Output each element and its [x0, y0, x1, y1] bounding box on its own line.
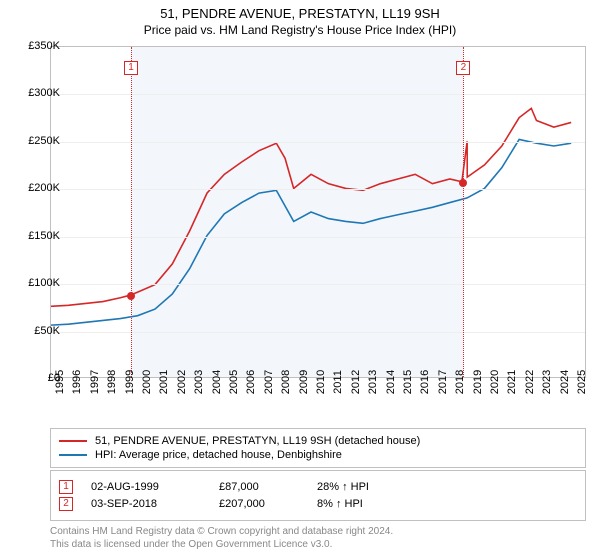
x-tick-label: 2025: [576, 370, 588, 394]
chart-area: 12: [50, 46, 586, 378]
y-tick-label: £100K: [16, 277, 60, 289]
x-tick-label: 1995: [54, 370, 66, 394]
x-tick-label: 1999: [124, 370, 136, 394]
footer-attribution: Contains HM Land Registry data © Crown c…: [50, 526, 586, 551]
footer-line-1: Contains HM Land Registry data © Crown c…: [50, 526, 586, 539]
legend-swatch: [59, 454, 87, 456]
x-tick-label: 2004: [211, 370, 223, 394]
x-tick-label: 2010: [315, 370, 327, 394]
x-tick-label: 2013: [367, 370, 379, 394]
transaction-index: 1: [59, 480, 73, 494]
y-tick-label: £200K: [16, 182, 60, 194]
page-title: 51, PENDRE AVENUE, PRESTATYN, LL19 9SH: [0, 6, 600, 21]
transaction-vs-hpi: 8% ↑ HPI: [317, 498, 417, 510]
x-tick-label: 2023: [541, 370, 553, 394]
x-tick-label: 2005: [228, 370, 240, 394]
legend-swatch: [59, 440, 87, 442]
x-tick-label: 2012: [350, 370, 362, 394]
transaction-price: £207,000: [219, 498, 299, 510]
legend-row: 51, PENDRE AVENUE, PRESTATYN, LL19 9SH (…: [59, 435, 577, 447]
transaction-row: 2 03-SEP-2018 £207,000 8% ↑ HPI: [59, 497, 577, 511]
x-tick-label: 2003: [193, 370, 205, 394]
y-tick-label: £250K: [16, 135, 60, 147]
x-tick-label: 1997: [89, 370, 101, 394]
y-tick-label: £300K: [16, 87, 60, 99]
x-tick-label: 2000: [141, 370, 153, 394]
legend-label: HPI: Average price, detached house, Denb…: [95, 449, 342, 461]
y-tick-label: £350K: [16, 40, 60, 52]
transaction-date: 03-SEP-2018: [91, 498, 201, 510]
y-tick-label: £150K: [16, 230, 60, 242]
transaction-price: £87,000: [219, 481, 299, 493]
footer-line-2: This data is licensed under the Open Gov…: [50, 539, 586, 552]
transaction-vs-hpi: 28% ↑ HPI: [317, 481, 417, 493]
x-tick-label: 2001: [158, 370, 170, 394]
series-line: [51, 108, 571, 306]
transaction-marker: [127, 292, 135, 300]
event-marker-label: 2: [456, 61, 470, 75]
transactions-box: 1 02-AUG-1999 £87,000 28% ↑ HPI 2 03-SEP-2018…: [50, 470, 586, 521]
x-tick-label: 2015: [402, 370, 414, 394]
y-tick-label: £50K: [16, 325, 60, 337]
x-tick-label: 2002: [176, 370, 188, 394]
x-tick-label: 2019: [472, 370, 484, 394]
page-subtitle: Price paid vs. HM Land Registry's House …: [0, 23, 600, 37]
legend-row: HPI: Average price, detached house, Denb…: [59, 449, 577, 461]
event-marker-label: 1: [124, 61, 138, 75]
transaction-date: 02-AUG-1999: [91, 481, 201, 493]
transaction-index: 2: [59, 497, 73, 511]
x-tick-label: 2011: [332, 370, 344, 394]
x-tick-label: 2007: [263, 370, 275, 394]
x-tick-label: 2020: [489, 370, 501, 394]
x-tick-label: 2021: [506, 370, 518, 394]
event-line: [131, 47, 132, 377]
x-tick-label: 2024: [559, 370, 571, 394]
x-tick-label: 2014: [385, 370, 397, 394]
x-tick-label: 2009: [298, 370, 310, 394]
x-tick-label: 2016: [419, 370, 431, 394]
transaction-row: 1 02-AUG-1999 £87,000 28% ↑ HPI: [59, 480, 577, 494]
x-tick-label: 1998: [106, 370, 118, 394]
legend-label: 51, PENDRE AVENUE, PRESTATYN, LL19 9SH (…: [95, 435, 420, 447]
legend-box: 51, PENDRE AVENUE, PRESTATYN, LL19 9SH (…: [50, 428, 586, 468]
x-tick-label: 2018: [454, 370, 466, 394]
x-tick-label: 2017: [437, 370, 449, 394]
x-tick-label: 2022: [524, 370, 536, 394]
transaction-marker: [459, 179, 467, 187]
x-tick-label: 2008: [280, 370, 292, 394]
x-tick-label: 2006: [245, 370, 257, 394]
x-tick-label: 1996: [71, 370, 83, 394]
event-line: [463, 47, 464, 377]
